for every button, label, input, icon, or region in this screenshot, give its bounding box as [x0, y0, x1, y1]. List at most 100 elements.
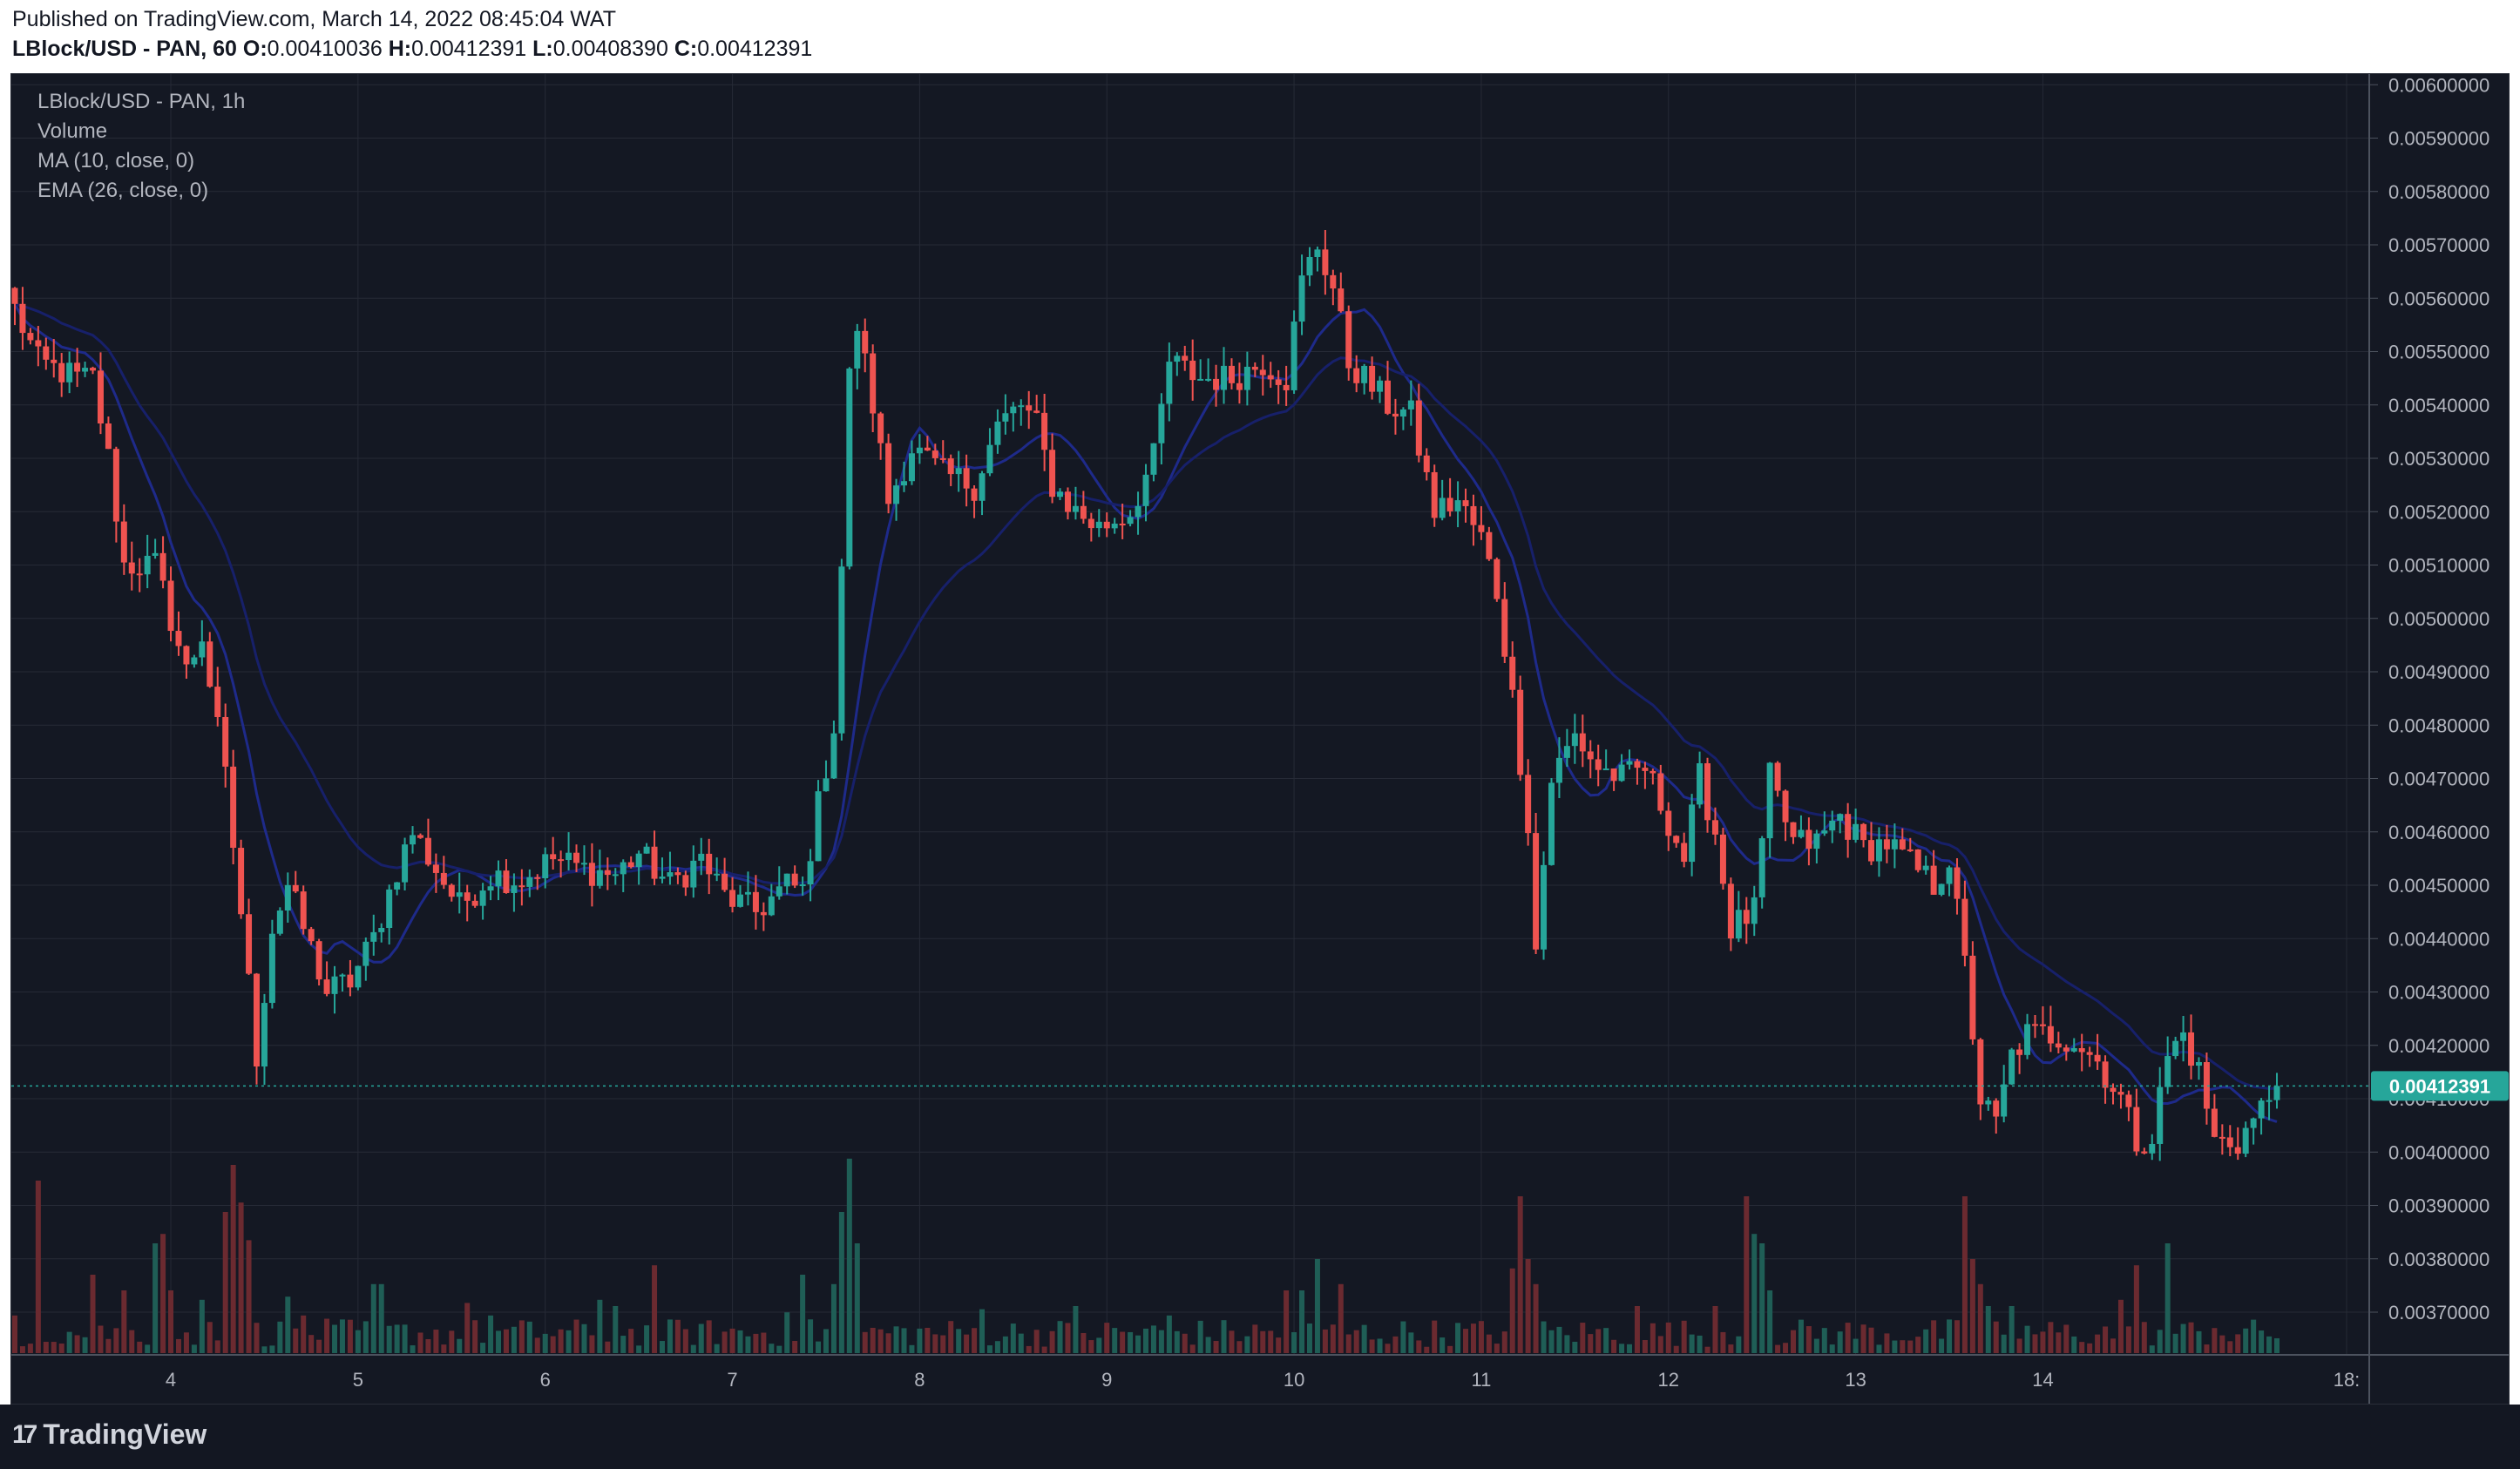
candle-body [1914, 849, 1921, 870]
volume-bar [2227, 1341, 2233, 1353]
volume-bar [823, 1329, 829, 1353]
candle-body [1634, 761, 1641, 768]
volume-bar [2056, 1332, 2062, 1353]
legend-title[interactable]: LBlock/USD - PAN, 1h [37, 90, 246, 113]
candle-body [1095, 521, 1102, 529]
candle-body [846, 368, 853, 567]
volume-bar [1673, 1345, 1679, 1353]
volume-bar [2001, 1334, 2007, 1353]
volume-bar [285, 1296, 291, 1353]
published-info: Published on TradingView.com, March 14, … [12, 7, 616, 31]
volume-bar [1509, 1268, 1515, 1353]
candle-body [331, 976, 338, 994]
candle-body [386, 889, 393, 929]
candle-body [1392, 413, 1399, 417]
x-tick-label: 12 [1658, 1369, 1679, 1391]
candle-body [1758, 838, 1765, 897]
volume-bar [2110, 1338, 2117, 1353]
volume-bar [1486, 1334, 1492, 1353]
candle-body [1891, 839, 1898, 850]
candle-body [963, 468, 970, 489]
legend-volume[interactable]: Volume [37, 119, 108, 143]
candle-body [1993, 1100, 2000, 1117]
candle-body [1829, 820, 1836, 831]
publish-header: Published on TradingView.com, March 14, … [0, 0, 2520, 73]
volume-bar [1392, 1336, 1399, 1353]
volume-bar [698, 1323, 704, 1353]
close-value: 0.00412391 [697, 37, 813, 61]
volume-bar [1322, 1329, 1328, 1353]
candle-body [2226, 1137, 2233, 1147]
volume-bar [511, 1326, 517, 1353]
volume-bar [386, 1325, 392, 1353]
legend-ema[interactable]: EMA (26, close, 0) [37, 179, 209, 202]
candle-body [214, 687, 221, 717]
volume-bar [324, 1318, 330, 1353]
candle-body [246, 914, 253, 974]
candle-body [776, 886, 782, 897]
candle-body [682, 875, 689, 888]
volume-bar [1478, 1321, 1484, 1353]
grid [11, 74, 2369, 1355]
price-chart[interactable]: 0.00600000 0.00590000 0.00580000 0.00570000… [11, 74, 2509, 1404]
x-tick-label: 18: [2334, 1369, 2361, 1391]
volume-bar [1961, 1196, 1968, 1353]
volume-bar [425, 1338, 431, 1353]
volume-bar [113, 1328, 119, 1353]
y-tick-label: 0.00500000 [2388, 608, 2490, 630]
volume-bar [2219, 1335, 2225, 1353]
candle-body [2024, 1024, 2031, 1055]
candle-body [752, 891, 759, 912]
volume-bar [277, 1321, 283, 1353]
low-value: 0.00408390 [552, 37, 668, 61]
volume-bar [597, 1299, 603, 1353]
volume-bar [1868, 1327, 1874, 1353]
volume-bar [1166, 1315, 1172, 1353]
candle-body [667, 872, 674, 877]
volume-bar [940, 1335, 946, 1353]
volume-bar [1712, 1306, 1718, 1353]
tradingview-brand[interactable]: 17 TradingView [12, 1418, 207, 1451]
candle-body [11, 288, 18, 304]
volume-bar [2016, 1338, 2022, 1353]
candle-body [1860, 823, 1867, 841]
y-tick-label: 0.00590000 [2388, 128, 2490, 150]
candle-body [2149, 1143, 2156, 1154]
volume-bar [589, 1335, 595, 1353]
volume-bar [1501, 1331, 1507, 1353]
volume-bar [1353, 1330, 1359, 1353]
candle-body [378, 928, 385, 932]
volume-bar [644, 1325, 650, 1353]
legend-ma[interactable]: MA (10, close, 0) [37, 149, 195, 173]
candle-body [1221, 365, 1228, 390]
candle-body [1735, 910, 1742, 939]
candle-body [573, 852, 580, 863]
y-tick-label: 0.00540000 [2388, 395, 2490, 416]
candle-body [191, 657, 198, 665]
moving-average-lines [13, 302, 2278, 1123]
candle-body [924, 447, 931, 451]
candle-body [674, 872, 681, 876]
candle-body [308, 929, 315, 942]
volume-bar [956, 1329, 962, 1353]
volume-bar [332, 1324, 338, 1353]
candle-body [300, 891, 307, 930]
candle-body [120, 521, 127, 563]
chart-panel[interactable]: 0.00600000 0.00590000 0.00580000 0.00570000… [10, 73, 2510, 1405]
volume-bar [1135, 1335, 1141, 1353]
candle-body [2133, 1107, 2140, 1152]
candle-body [355, 965, 362, 988]
y-tick-label: 0.00370000 [2388, 1302, 2490, 1323]
volume-bar [1189, 1344, 1196, 1353]
candle-body [783, 873, 790, 887]
candle-body [885, 443, 892, 504]
candle-body [1930, 865, 1937, 895]
candle-body [1454, 500, 1461, 511]
volume-bar [526, 1321, 532, 1353]
volume-bar [1424, 1346, 1430, 1353]
volume-bar [972, 1328, 978, 1353]
open-value: 0.00410036 [267, 37, 383, 61]
volume-bar [1681, 1320, 1687, 1353]
volume-bar [925, 1327, 931, 1353]
volume-bar [776, 1345, 782, 1353]
